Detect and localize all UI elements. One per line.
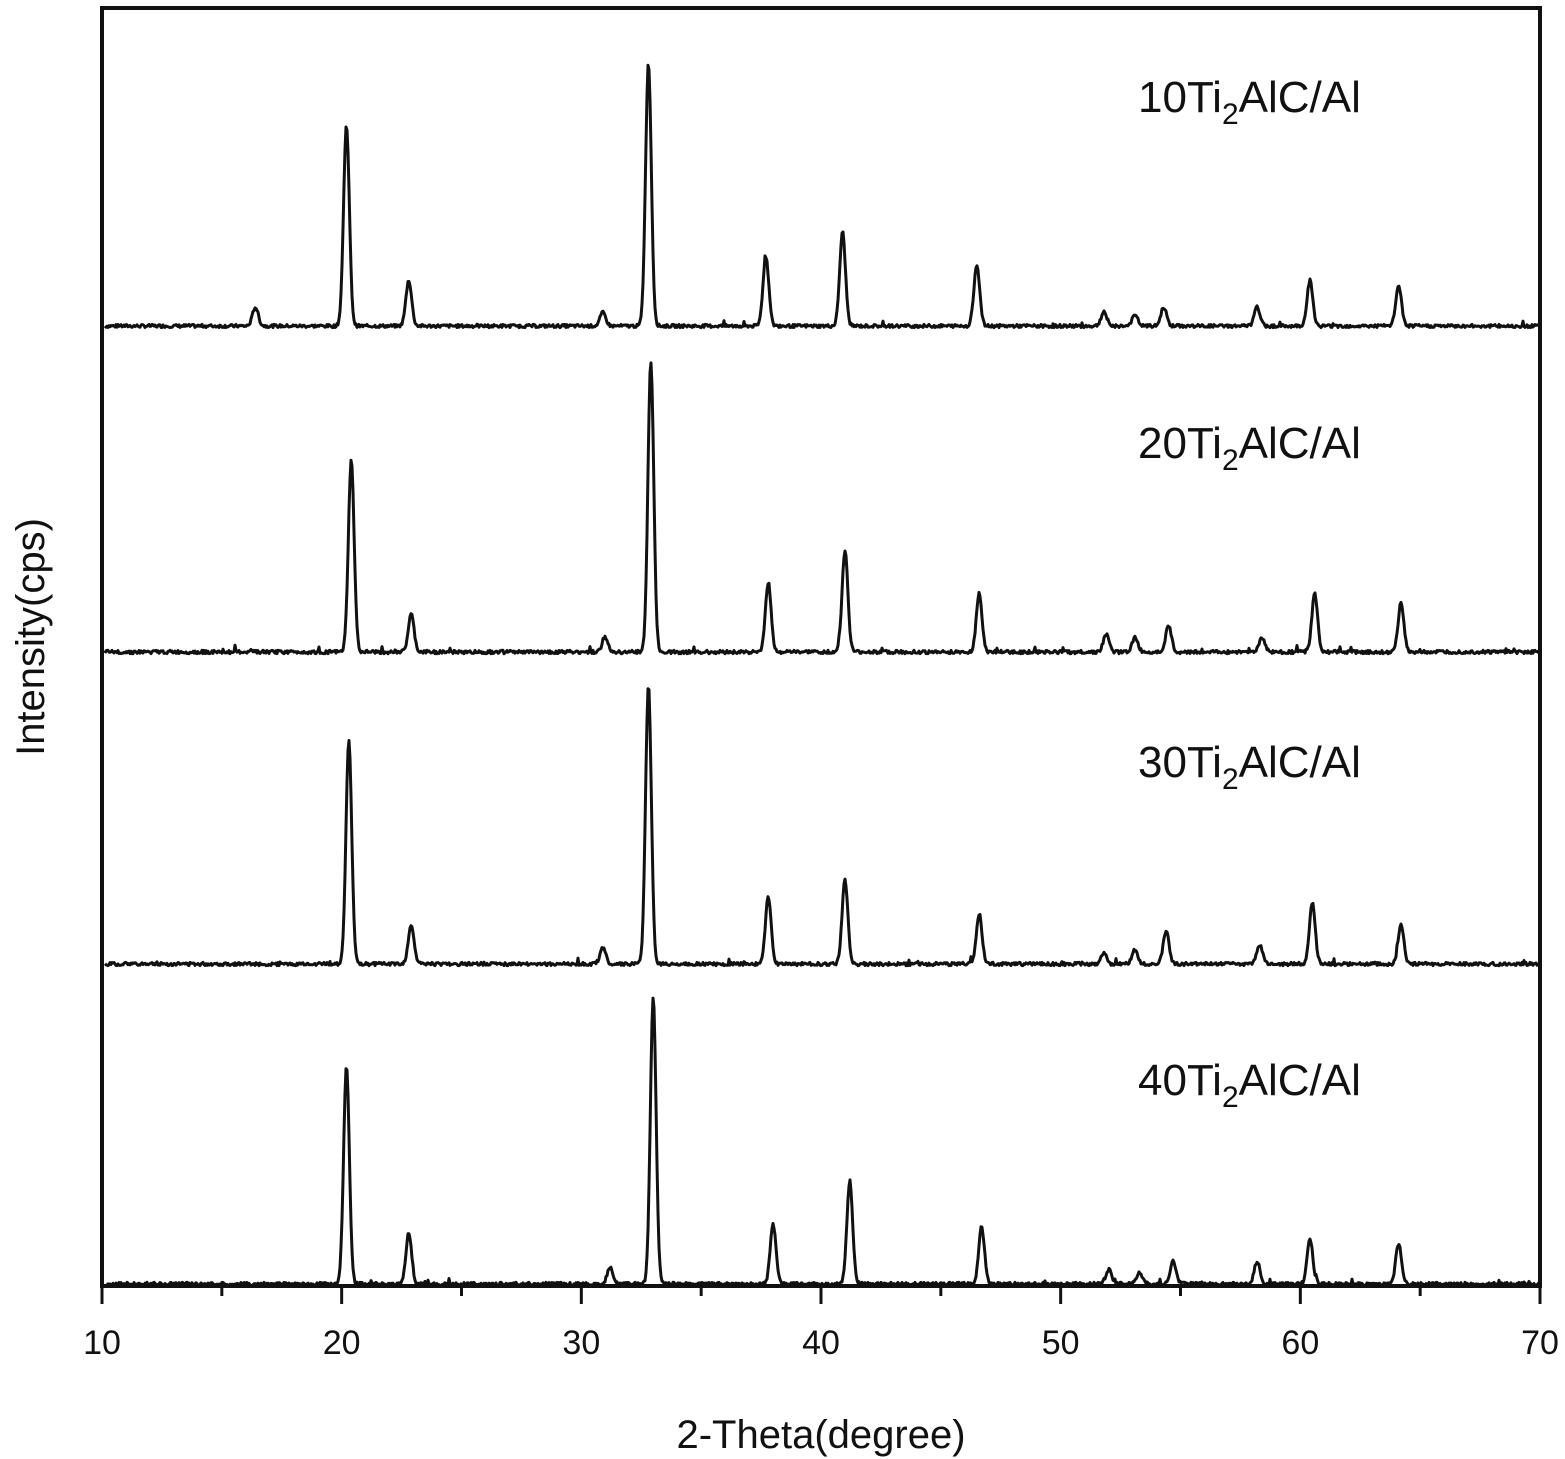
x-axis-ticks: 10 20 30 40 50 60 70 xyxy=(83,1286,1559,1362)
y-axis-label: Intensity(cps) xyxy=(9,518,53,756)
x-tick-label: 60 xyxy=(1281,1324,1319,1362)
series-trace xyxy=(103,361,1541,656)
series-label: 20Ti2AlC/Al xyxy=(1138,419,1361,477)
x-tick-label: 50 xyxy=(1042,1324,1080,1362)
x-tick-label: 20 xyxy=(323,1324,361,1362)
x-axis-label: 2-Theta(degree) xyxy=(676,1413,965,1457)
x-tick-label: 10 xyxy=(83,1324,121,1362)
series-labels: 10Ti2AlC/Al 20Ti2AlC/Al 30Ti2AlC/Al 40Ti2Al… xyxy=(1138,73,1361,1114)
x-tick-label: 70 xyxy=(1521,1324,1559,1362)
x-tick-label: 30 xyxy=(562,1324,600,1362)
x-tick-label: 40 xyxy=(802,1324,840,1362)
series-trace xyxy=(103,63,1540,330)
series-group xyxy=(103,63,1541,1288)
series-label: 30Ti2AlC/Al xyxy=(1138,738,1361,796)
series-label: 10Ti2AlC/Al xyxy=(1138,73,1361,131)
series-label: 40Ti2AlC/Al xyxy=(1138,1056,1361,1114)
series-trace xyxy=(103,996,1541,1288)
series-trace xyxy=(103,687,1540,968)
